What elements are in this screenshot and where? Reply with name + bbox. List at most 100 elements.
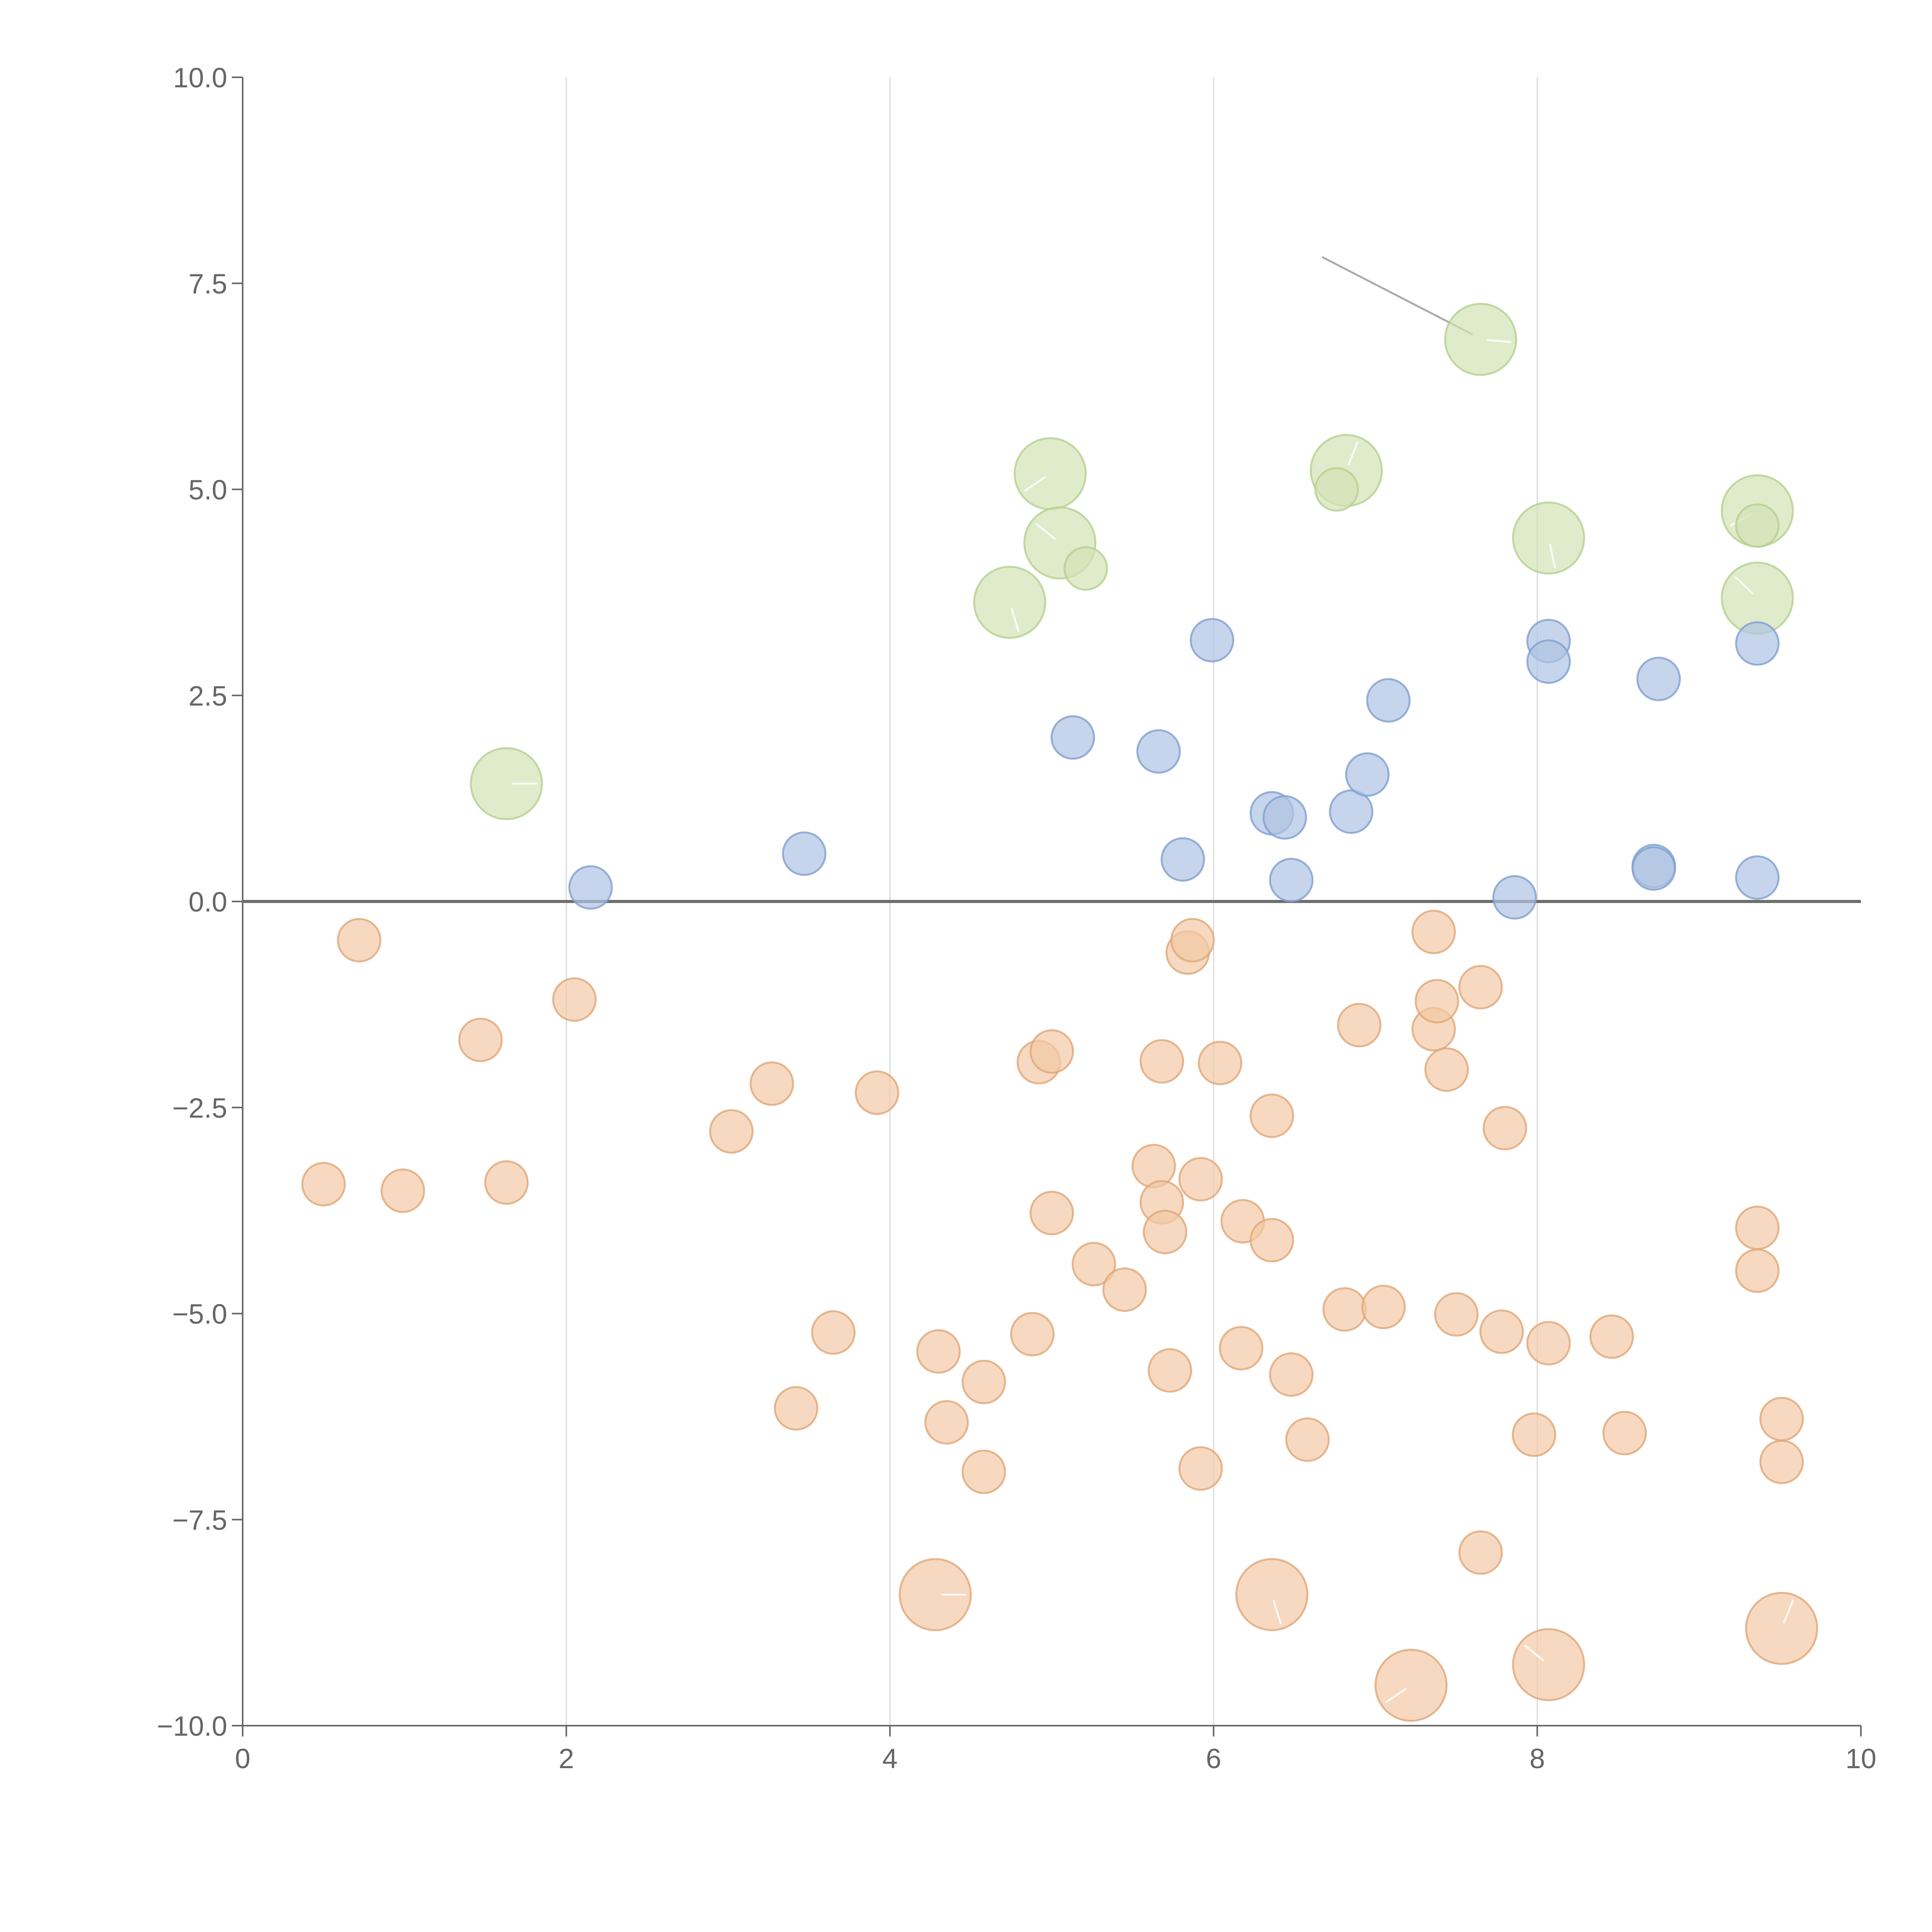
x-tick-label: 4 bbox=[882, 1743, 898, 1774]
axes bbox=[232, 77, 1862, 1736]
green-large-point-spoke bbox=[1486, 339, 1512, 343]
orange-point bbox=[1589, 1314, 1634, 1359]
orange-point bbox=[381, 1168, 425, 1213]
orange-point bbox=[1029, 1029, 1074, 1074]
blue-point bbox=[1262, 795, 1307, 840]
green-large-point-spoke bbox=[1734, 576, 1754, 595]
blue-point bbox=[1050, 715, 1095, 760]
orange-large-point bbox=[1235, 1558, 1309, 1631]
orange-point bbox=[709, 1109, 754, 1154]
orange-large-point bbox=[898, 1558, 972, 1631]
orange-point bbox=[1458, 965, 1503, 1010]
orange-point bbox=[1512, 1412, 1556, 1457]
orange-point bbox=[1479, 1309, 1524, 1354]
orange-large-point bbox=[1374, 1648, 1448, 1722]
green-large-point bbox=[1014, 437, 1087, 510]
orange-point bbox=[1322, 1287, 1367, 1332]
green-small-point bbox=[1735, 503, 1780, 548]
y-tick-label: −5.0 bbox=[172, 1299, 227, 1330]
orange-point bbox=[1735, 1248, 1780, 1293]
blue-point bbox=[1735, 621, 1780, 666]
orange-point bbox=[855, 1070, 900, 1115]
orange-point bbox=[1250, 1218, 1294, 1263]
orange-point bbox=[1424, 1047, 1469, 1092]
orange-point bbox=[1178, 1446, 1223, 1491]
green-large-point-spoke bbox=[1024, 476, 1046, 492]
y-tick-label: 7.5 bbox=[189, 269, 227, 299]
y-tick-label: −7.5 bbox=[172, 1505, 227, 1536]
orange-point bbox=[774, 1386, 818, 1431]
orange-point bbox=[1337, 1003, 1382, 1048]
y-tick-label: −2.5 bbox=[172, 1093, 227, 1124]
green-large-point-spoke bbox=[1347, 441, 1359, 466]
green-large-point-spoke bbox=[1010, 607, 1020, 632]
orange-large-point-spoke bbox=[1524, 1644, 1545, 1662]
y-tick-label: −10.0 bbox=[157, 1711, 227, 1742]
y-tick-label: 2.5 bbox=[189, 681, 227, 712]
blue-point bbox=[1269, 858, 1314, 903]
orange-point bbox=[961, 1449, 1006, 1494]
blue-point bbox=[568, 865, 613, 910]
blue-point bbox=[782, 831, 827, 876]
orange-point bbox=[1759, 1397, 1804, 1442]
orange-point bbox=[1415, 979, 1459, 1024]
orange-point bbox=[749, 1061, 794, 1106]
orange-point bbox=[1526, 1321, 1571, 1366]
orange-point bbox=[337, 918, 382, 963]
orange-point bbox=[1250, 1094, 1294, 1138]
orange-point bbox=[1269, 1352, 1314, 1397]
orange-point bbox=[1458, 1530, 1503, 1575]
orange-point bbox=[1131, 1144, 1176, 1189]
orange-point bbox=[552, 977, 597, 1022]
orange-point bbox=[1148, 1348, 1192, 1393]
blue-point bbox=[1631, 846, 1676, 891]
orange-point bbox=[1139, 1039, 1184, 1084]
orange-point bbox=[1735, 1206, 1780, 1250]
orange-point bbox=[1219, 1326, 1264, 1371]
orange-point bbox=[1071, 1242, 1116, 1287]
green-large-point-spoke bbox=[1549, 543, 1556, 569]
tick-labels: 10.0 7.5 5.0 2.5 0.0 −2.5 −5.0 −7.5 −10.0 0 2 4 6 8 10 bbox=[157, 63, 1876, 1774]
orange-point bbox=[301, 1162, 346, 1207]
x-tick-label: 0 bbox=[235, 1743, 250, 1774]
orange-large-point-spoke bbox=[1272, 1600, 1282, 1625]
orange-point bbox=[1170, 918, 1215, 963]
blue-point bbox=[1136, 729, 1181, 774]
blue-point bbox=[1492, 875, 1537, 920]
green-large-point bbox=[1512, 501, 1585, 575]
orange-point bbox=[458, 1017, 503, 1062]
orange-point bbox=[924, 1400, 969, 1445]
orange-point bbox=[1029, 1190, 1074, 1235]
orange-point bbox=[811, 1310, 856, 1355]
blue-point bbox=[1366, 678, 1411, 723]
blue-point bbox=[1636, 656, 1681, 701]
orange-point bbox=[1434, 1292, 1479, 1337]
y-tick-label: 5.0 bbox=[189, 475, 227, 506]
x-tick-label: 8 bbox=[1529, 1743, 1545, 1774]
green-small-point bbox=[1314, 467, 1359, 512]
x-tick-label: 2 bbox=[559, 1743, 574, 1774]
orange-point bbox=[1198, 1041, 1243, 1085]
orange-point bbox=[1602, 1411, 1647, 1456]
orange-large-point bbox=[1512, 1628, 1585, 1701]
orange-point bbox=[1285, 1417, 1330, 1462]
green-large-point-spoke bbox=[1035, 522, 1056, 540]
orange-point bbox=[1102, 1267, 1147, 1312]
orange-point bbox=[1361, 1284, 1406, 1329]
orange-point bbox=[484, 1160, 529, 1205]
y-tick-label: 0.0 bbox=[189, 887, 227, 918]
orange-point bbox=[1010, 1312, 1055, 1357]
orange-point bbox=[1483, 1106, 1527, 1151]
green-small-point bbox=[1063, 546, 1108, 591]
blue-point bbox=[1526, 639, 1571, 684]
orange-point bbox=[1759, 1439, 1804, 1484]
x-tick-label: 10 bbox=[1845, 1743, 1876, 1774]
green-large-point bbox=[973, 566, 1046, 639]
orange-large-point-spoke bbox=[1385, 1687, 1407, 1704]
orange-point bbox=[961, 1360, 1006, 1405]
blue-point bbox=[1190, 618, 1235, 663]
blue-point bbox=[1735, 855, 1780, 900]
green-large-point bbox=[470, 747, 543, 820]
